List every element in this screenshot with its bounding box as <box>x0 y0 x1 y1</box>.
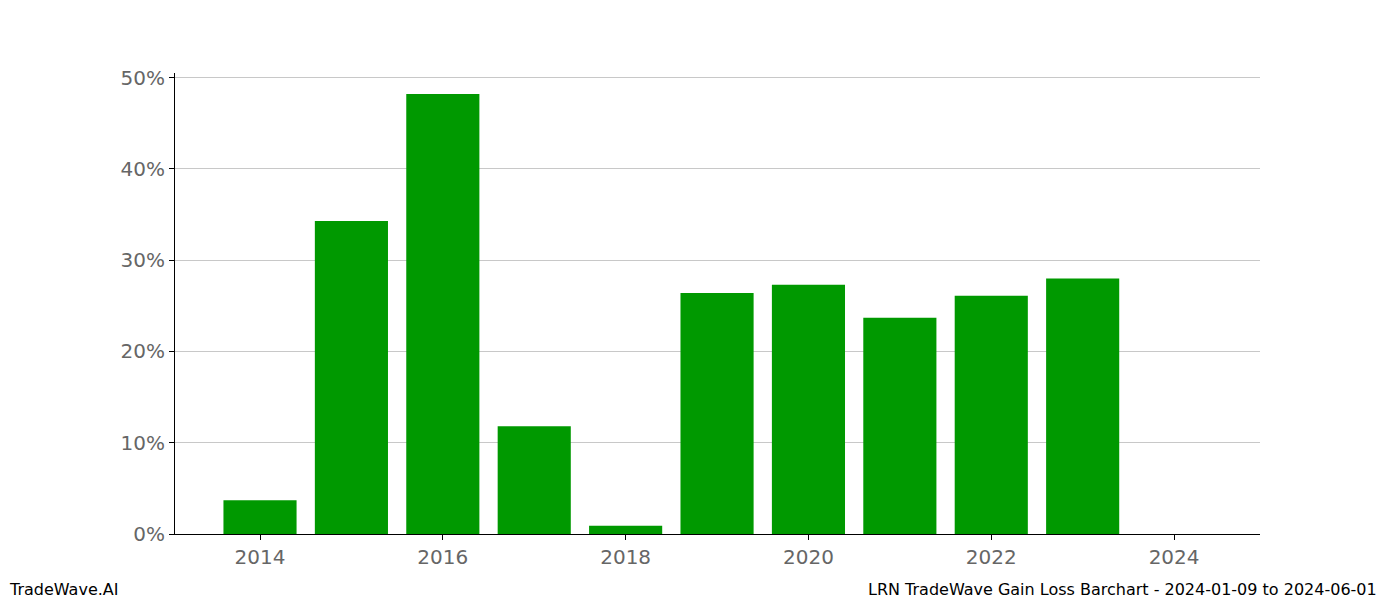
svg-text:2020: 2020 <box>783 545 834 569</box>
svg-text:50%: 50% <box>121 66 165 90</box>
svg-text:2014: 2014 <box>235 545 286 569</box>
svg-text:LRN TradeWave Gain Loss Barcha: LRN TradeWave Gain Loss Barchart - 2024-… <box>868 580 1377 599</box>
svg-text:2018: 2018 <box>600 545 651 569</box>
svg-text:30%: 30% <box>121 248 165 272</box>
svg-text:40%: 40% <box>121 157 165 181</box>
svg-text:TradeWave.AI: TradeWave.AI <box>9 580 118 599</box>
svg-text:0%: 0% <box>133 522 165 546</box>
svg-text:2024: 2024 <box>1149 545 1200 569</box>
svg-text:10%: 10% <box>121 431 165 455</box>
svg-text:2022: 2022 <box>966 545 1017 569</box>
svg-text:20%: 20% <box>121 339 165 363</box>
svg-text:2016: 2016 <box>417 545 468 569</box>
